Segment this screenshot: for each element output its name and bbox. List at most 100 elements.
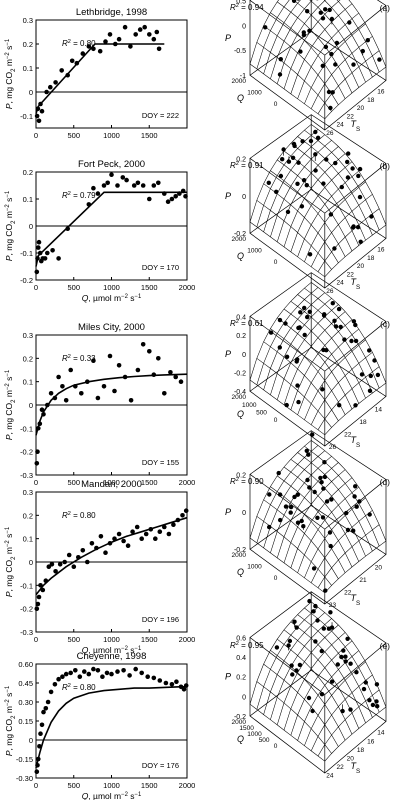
r-squared-label: R2 = 0.80	[62, 683, 96, 692]
y-tick-label: 0.3	[23, 16, 33, 25]
x-tick-label: 0	[34, 283, 38, 292]
data-point	[74, 60, 80, 66]
y-tick-label: 0.30	[18, 698, 33, 707]
x-tick-label: 1000	[103, 283, 120, 292]
mesh-line	[277, 159, 353, 252]
z-tick-label: -1	[240, 73, 246, 80]
mesh-line	[297, 650, 359, 741]
data-point	[183, 683, 189, 688]
data-point	[57, 562, 63, 567]
data-point	[321, 181, 326, 186]
z-tick-label: 0	[242, 510, 246, 517]
data-point	[334, 40, 340, 46]
t-tick-label: 26	[326, 288, 334, 295]
mesh-line	[317, 208, 380, 272]
z-tick-label: 0.2	[236, 472, 246, 479]
panel-4: Mandan, 2000-0.3-0.2-0.100.10.20.30 500 10…	[4, 479, 195, 655]
q-tick-label: 1000	[242, 402, 257, 409]
data-point	[369, 214, 374, 219]
data-point	[335, 662, 340, 667]
data-point	[139, 670, 144, 676]
data-point	[37, 421, 43, 427]
z-tick-label: 0	[242, 352, 246, 359]
data-point	[306, 695, 312, 701]
data-point	[267, 524, 272, 530]
data-point	[95, 395, 101, 401]
data-point	[278, 517, 283, 523]
data-point	[112, 388, 117, 394]
x-tick-label: 500	[67, 478, 80, 487]
z-axis-label: P	[225, 33, 231, 43]
data-point	[52, 395, 58, 401]
mesh-line	[249, 221, 325, 278]
data-point	[286, 159, 292, 164]
data-point	[89, 541, 95, 546]
data-point	[68, 670, 73, 676]
data-point	[105, 180, 110, 186]
data-point	[307, 252, 313, 257]
data-point	[320, 63, 325, 68]
data-point	[151, 183, 157, 188]
mesh-line	[290, 621, 366, 724]
z-tick-label: 0.2	[236, 156, 246, 163]
data-point	[367, 698, 372, 703]
data-point	[345, 527, 351, 533]
mesh-line	[256, 681, 332, 754]
data-point	[329, 16, 335, 22]
y-tick-label: 0.2	[23, 168, 33, 177]
data-point	[305, 477, 310, 483]
x-tick-label: 1000	[103, 635, 120, 644]
mesh-line	[310, 510, 373, 583]
t-tick-label: 16	[377, 89, 385, 96]
data-point	[374, 682, 380, 687]
data-point	[268, 330, 274, 335]
data-point	[333, 160, 338, 166]
data-point	[267, 492, 272, 497]
data-point	[65, 226, 70, 231]
data-point	[41, 709, 46, 715]
mesh-line	[256, 42, 332, 112]
q-tick-label: 1000	[247, 564, 262, 571]
data-point	[34, 269, 40, 275]
y-tick-label: 0.60	[18, 660, 33, 669]
data-point	[295, 520, 301, 525]
data-point	[350, 225, 356, 230]
data-point	[315, 618, 320, 623]
data-point	[297, 662, 303, 668]
mesh-line	[292, 0, 360, 88]
mesh-line	[283, 0, 341, 89]
data-point	[73, 384, 78, 389]
data-point	[278, 57, 283, 62]
q-tick-label: 0	[274, 101, 278, 108]
data-point	[120, 175, 126, 180]
data-point	[323, 44, 329, 50]
data-point	[162, 524, 167, 530]
x-tick-label: 1500	[141, 283, 158, 292]
mesh-line	[290, 477, 353, 568]
mesh-line	[304, 607, 380, 713]
mesh-line	[297, 486, 359, 573]
data-point	[357, 166, 363, 172]
data-point	[49, 562, 55, 567]
data-point	[354, 670, 359, 675]
data-point	[345, 175, 351, 180]
q-tick-label: 2000	[232, 78, 247, 85]
data-point	[278, 173, 284, 179]
data-point	[53, 569, 58, 574]
mesh-line	[263, 0, 301, 74]
data-point	[125, 543, 131, 548]
data-point	[45, 699, 51, 705]
data-point	[367, 388, 373, 393]
data-point	[300, 139, 305, 144]
mesh-line	[348, 0, 387, 68]
mesh-line	[311, 601, 387, 708]
data-point	[46, 564, 52, 569]
x-tick-label: 0	[34, 781, 38, 790]
y-tick-label: -0.1	[20, 112, 33, 121]
data-point	[115, 669, 120, 674]
data-point	[66, 552, 72, 558]
x-tick-label: 1500	[141, 781, 158, 790]
data-point	[315, 135, 321, 140]
